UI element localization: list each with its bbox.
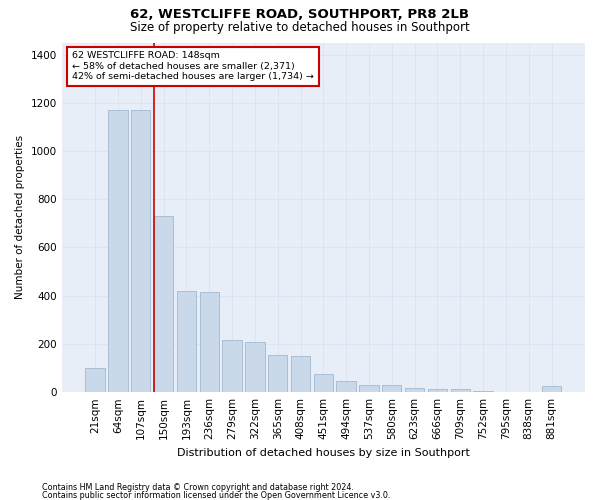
Bar	[85, 368, 105, 392]
Bar	[268, 355, 287, 392]
Bar	[359, 385, 379, 392]
Text: Size of property relative to detached houses in Southport: Size of property relative to detached ho…	[130, 21, 470, 34]
Bar	[177, 291, 196, 392]
Bar	[542, 386, 561, 392]
Bar	[291, 356, 310, 392]
Bar	[131, 110, 151, 392]
Bar	[314, 374, 333, 392]
Bar	[428, 388, 447, 392]
Y-axis label: Number of detached properties: Number of detached properties	[15, 136, 25, 300]
Bar	[154, 216, 173, 392]
Bar	[108, 110, 128, 392]
Text: 62, WESTCLIFFE ROAD, SOUTHPORT, PR8 2LB: 62, WESTCLIFFE ROAD, SOUTHPORT, PR8 2LB	[131, 8, 470, 20]
X-axis label: Distribution of detached houses by size in Southport: Distribution of detached houses by size …	[177, 448, 470, 458]
Bar	[245, 342, 265, 392]
Bar	[337, 382, 356, 392]
Bar	[473, 391, 493, 392]
Bar	[223, 340, 242, 392]
Bar	[405, 388, 424, 392]
Text: Contains HM Land Registry data © Crown copyright and database right 2024.: Contains HM Land Registry data © Crown c…	[42, 484, 354, 492]
Bar	[451, 388, 470, 392]
Bar	[382, 385, 401, 392]
Text: Contains public sector information licensed under the Open Government Licence v3: Contains public sector information licen…	[42, 490, 391, 500]
Bar	[200, 292, 219, 392]
Text: 62 WESTCLIFFE ROAD: 148sqm
← 58% of detached houses are smaller (2,371)
42% of s: 62 WESTCLIFFE ROAD: 148sqm ← 58% of deta…	[72, 51, 314, 81]
